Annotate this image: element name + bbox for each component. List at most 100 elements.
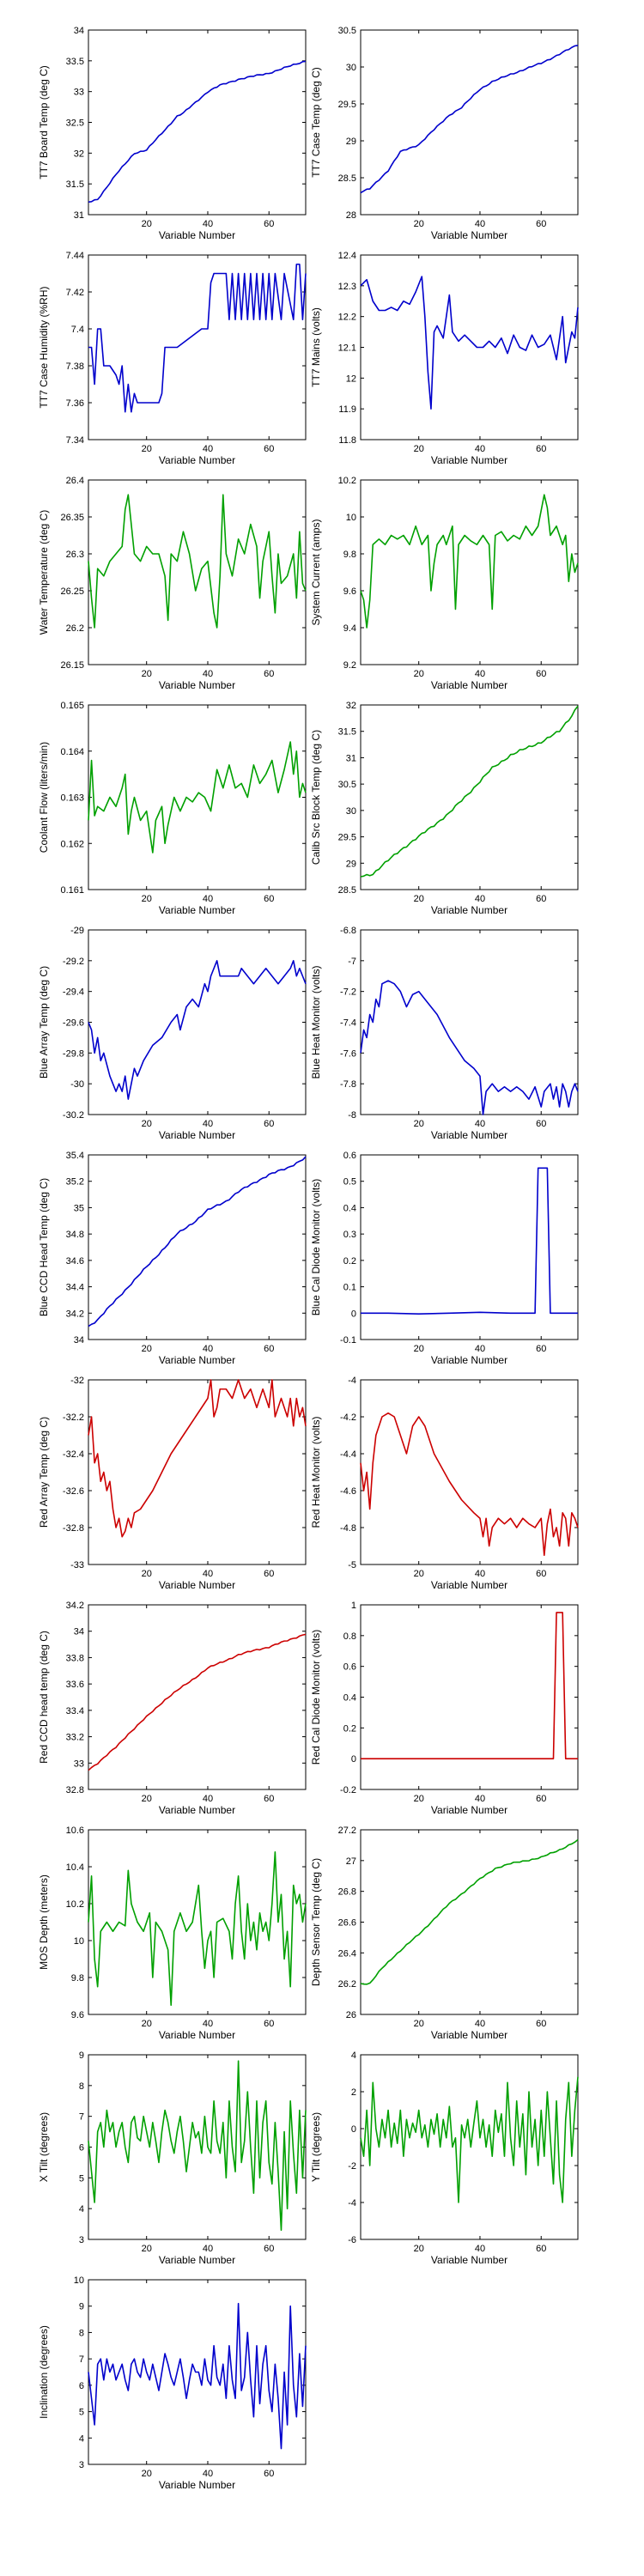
subplot-11: 34 34.2 34.4 34.6 34.8 35 35.2 35.4 20 40 60 Variab… [38, 1151, 307, 1366]
subplot-21: 3 4 5 6 7 8 9 10 20 40 60 Variable Number Inclinatio… [38, 2275, 307, 2491]
y-tick-label: -30 [70, 1079, 84, 1090]
subplot-20: -6 -4 -2 0 2 4 20 40 60 Variable Number Y Tilt (de… [310, 2050, 579, 2266]
y-tick-label: 9.4 [343, 623, 356, 634]
subplot-18: 26 26.2 26.4 26.6 26.8 27 27.2 20 40 60 Variable N… [310, 1826, 579, 2041]
y-tick-label: 31 [74, 210, 84, 221]
y-tick-label: 33.6 [66, 1680, 84, 1690]
y-tick-label: 26.4 [66, 476, 84, 486]
series-line [88, 1156, 307, 1327]
y-axis-label: Red CCD head temp (deg C) [38, 1631, 50, 1764]
x-tick-label: 60 [536, 2019, 546, 2029]
y-axis-label: Blue Cal Diode Monitor (volts) [310, 1179, 322, 1315]
y-tick-label: 10.6 [66, 1826, 84, 1836]
y-tick-label: 0.6 [343, 1151, 356, 1161]
axes-frame [88, 29, 307, 216]
y-axis-label: TT7 Case Humidity (%RH) [38, 286, 50, 408]
y-axis-label: TT7 Board Temp (deg C) [38, 65, 50, 179]
y-tick-label: 26.15 [60, 660, 84, 671]
x-tick-label: 20 [142, 1569, 152, 1579]
axes-frame [360, 1604, 579, 1790]
axes-frame [360, 29, 579, 216]
y-tick-label: 27.2 [338, 1826, 356, 1836]
series-line [360, 2076, 579, 2203]
y-tick-label: 11.8 [338, 435, 356, 446]
x-tick-label: 60 [264, 1344, 274, 1354]
y-axis-label: Water Temperature (deg C) [38, 510, 50, 635]
x-tick-label: 60 [264, 669, 274, 679]
y-tick-label: 32 [74, 149, 84, 159]
x-tick-label: 60 [264, 2019, 274, 2029]
y-tick-label: 34.8 [66, 1230, 84, 1240]
x-tick-label: 20 [142, 2019, 152, 2029]
series-line [360, 980, 579, 1115]
y-tick-label: -29.2 [63, 957, 84, 967]
y-tick-label: 32.8 [66, 1785, 84, 1795]
axes-frame [360, 929, 579, 1115]
x-tick-label: 20 [414, 219, 424, 229]
y-axis-label: TT7 Mains (volts) [310, 307, 322, 387]
x-tick-label: 60 [536, 2244, 546, 2254]
y-tick-label: -33 [70, 1560, 84, 1571]
x-tick-label: 40 [203, 1794, 213, 1804]
x-axis-label: Variable Number [431, 1804, 507, 1816]
x-tick-label: 40 [475, 1569, 485, 1579]
x-tick-label: 20 [142, 894, 152, 904]
y-axis-label: Blue CCD Head Temp (deg C) [38, 1178, 50, 1316]
x-tick-label: 20 [414, 1119, 424, 1129]
subplot-1: 31 31.5 32 32.5 33 33.5 34 20 40 60 Variable Numbe… [38, 26, 307, 241]
axes-frame [88, 1379, 307, 1565]
y-tick-label: -29 [70, 926, 84, 936]
x-tick-label: 40 [203, 219, 213, 229]
x-tick-label: 60 [264, 1794, 274, 1804]
y-tick-label: -7.4 [340, 1018, 356, 1029]
y-tick-label: 4 [79, 2204, 84, 2215]
y-axis-label: Inclination (degrees) [38, 2325, 50, 2419]
y-tick-label: 10 [74, 1936, 84, 1947]
y-tick-label: -0.1 [340, 1335, 356, 1346]
axes-frame [360, 254, 579, 440]
x-tick-label: 20 [142, 1794, 152, 1804]
x-tick-label: 60 [536, 669, 546, 679]
y-tick-label: 5 [79, 2173, 84, 2184]
y-tick-label: 29.5 [338, 833, 356, 843]
x-tick-label: 40 [475, 2019, 485, 2029]
y-tick-label: -0.2 [340, 1785, 356, 1795]
x-tick-label: 20 [414, 2244, 424, 2254]
y-tick-label: 28.5 [338, 173, 356, 184]
x-tick-label: 20 [142, 1119, 152, 1129]
x-axis-label: Variable Number [431, 904, 507, 916]
x-tick-label: 60 [536, 1119, 546, 1129]
subplot-16: -0.2 0 0.2 0.4 0.6 0.8 1 20 40 60 Variable Number R… [310, 1601, 579, 1816]
y-tick-label: 34.2 [66, 1309, 84, 1319]
y-tick-label: 7 [79, 2112, 84, 2123]
y-tick-label: -30.2 [63, 1110, 84, 1121]
x-tick-label: 20 [414, 1344, 424, 1354]
y-tick-label: 12.2 [338, 313, 356, 323]
x-tick-label: 20 [142, 444, 152, 454]
x-tick-label: 20 [142, 669, 152, 679]
x-tick-label: 20 [414, 444, 424, 454]
y-tick-label: 7.44 [66, 251, 84, 261]
x-tick-label: 20 [142, 1344, 152, 1354]
y-tick-label: 9.8 [343, 550, 356, 560]
axes-frame [88, 1829, 307, 2015]
y-tick-label: 6 [79, 2381, 84, 2391]
y-tick-label: -8 [348, 1110, 356, 1121]
y-tick-label: 26.6 [338, 1918, 356, 1929]
series-line [88, 1851, 307, 2007]
series-line [88, 494, 307, 629]
y-tick-label: 0.4 [343, 1693, 356, 1704]
axes-frame [88, 479, 307, 665]
y-tick-label: 8 [79, 2328, 84, 2338]
axes-frame [360, 1154, 579, 1340]
y-axis-label: Depth Sensor Temp (deg C) [310, 1858, 322, 1986]
y-tick-label: 0.163 [60, 793, 84, 804]
y-tick-label: 12.4 [338, 251, 356, 261]
series-line [361, 1612, 578, 1759]
x-tick-label: 40 [203, 2019, 213, 2029]
subplot-5: 26.15 26.2 26.25 26.3 26.35 26.4 20 40 60 Variabl… [38, 476, 307, 691]
series-line [360, 1412, 579, 1557]
subplot-8: 28.5 29 29.5 30 30.5 31 31.5 32 20 40 60 Variable N… [310, 701, 579, 916]
x-tick-label: 20 [414, 669, 424, 679]
x-tick-label: 40 [475, 1794, 485, 1804]
